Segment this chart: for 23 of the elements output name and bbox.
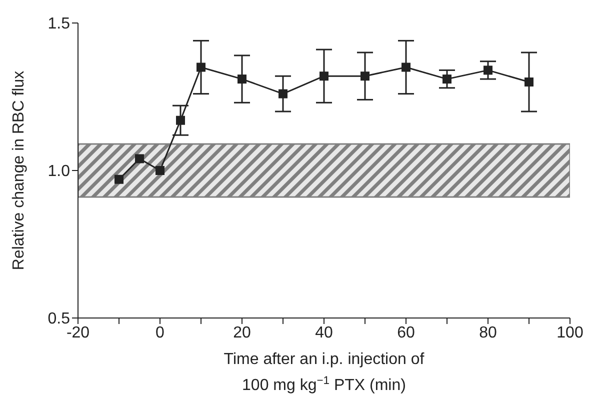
point (320, 72, 328, 81)
point (402, 62, 410, 72)
point (114, 174, 124, 184)
point (176, 116, 185, 125)
x-tick-label: 20 (233, 324, 251, 342)
point (238, 74, 246, 84)
point (442, 74, 452, 84)
point (278, 89, 288, 98)
x-tick-label: 40 (315, 324, 333, 342)
y-axis-title: Relative change in RBC flux (10, 70, 28, 270)
point (484, 66, 492, 75)
x-axis-title: Time after an i.p. injection of 100 mg kg$^{−1}$ PTX (min) (224, 351, 425, 394)
x-tick-label: 0 (156, 324, 165, 342)
point (196, 62, 206, 72)
x-tick-label: 60 (397, 324, 415, 342)
x-tick-label: 80 (479, 324, 497, 342)
point (156, 166, 164, 175)
y-tick-label: 1.0 (48, 163, 70, 180)
point (135, 154, 144, 164)
y-tick-label: 1.5 (48, 16, 70, 33)
point (360, 72, 370, 81)
point (524, 78, 534, 86)
x-tick-label: 100 (556, 324, 584, 342)
